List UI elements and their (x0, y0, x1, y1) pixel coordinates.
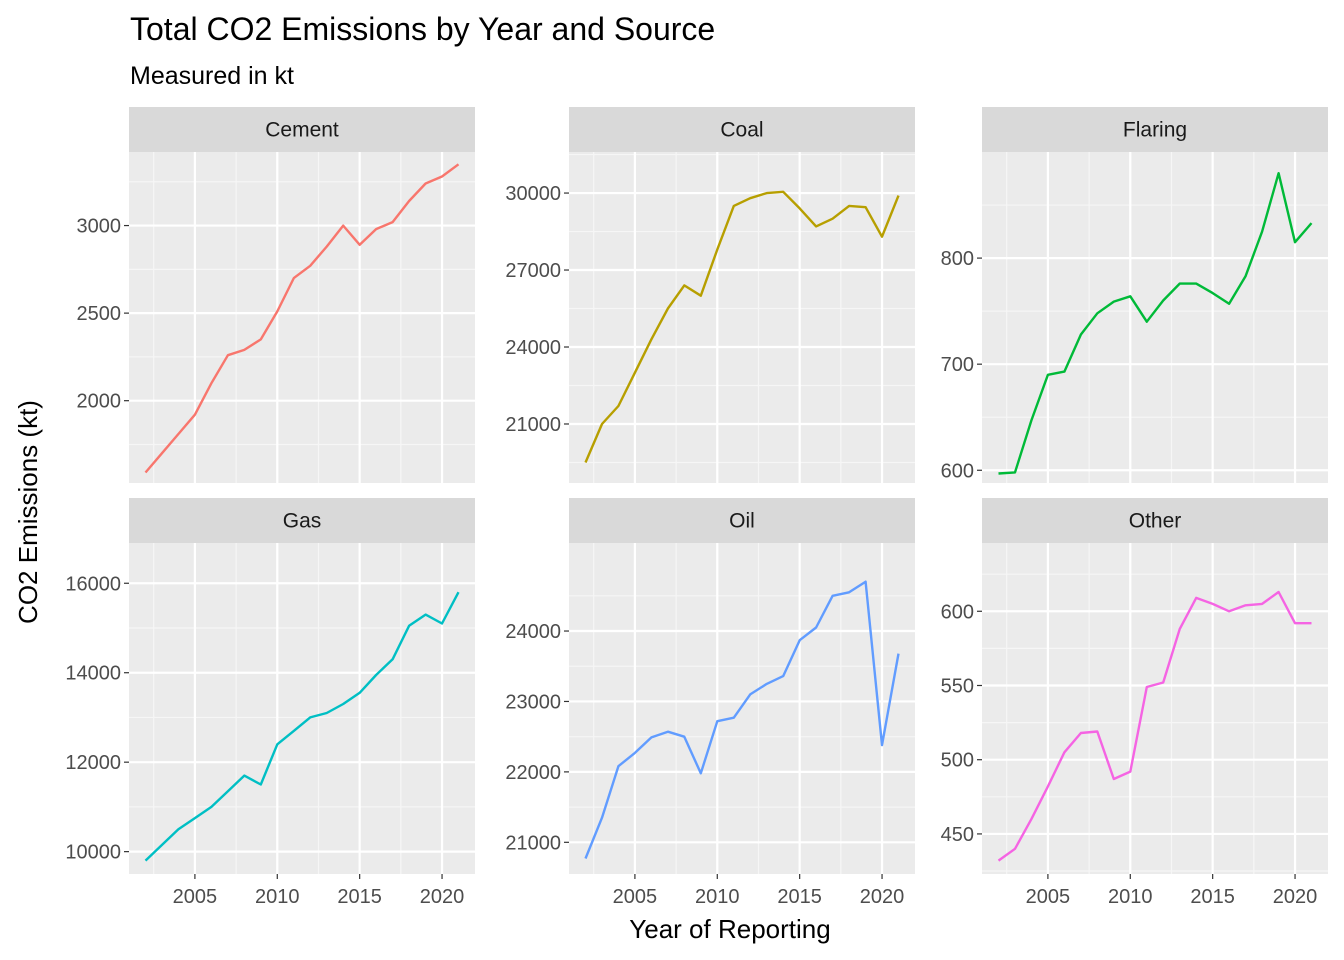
facet-strip-label: Coal (720, 119, 763, 142)
series-line-gas (144, 591, 460, 862)
x-tick-label: 2015 (777, 886, 822, 908)
panel-background (982, 152, 1328, 483)
x-tick-label: 2005 (1026, 886, 1071, 908)
facet-other: Other 450 500 550 600 2005 2010 2015 2020 (941, 498, 1328, 908)
x-tick-label: 2010 (695, 886, 740, 908)
y-axis-title: CO2 Emissions (kt) (13, 400, 43, 624)
y-tick-label: 800 (941, 248, 974, 270)
facet-cement: Cement 2000 2500 3000 (77, 107, 475, 483)
panel-background (129, 152, 475, 483)
chart-subtitle: Measured in kt (130, 62, 294, 90)
x-tick-label: 2015 (1190, 886, 1235, 908)
y-tick-label: 600 (941, 460, 974, 482)
y-tick-label: 600 (941, 601, 974, 623)
facet-strip (569, 107, 915, 152)
panel-background (569, 543, 915, 874)
facet-strip-label: Cement (265, 119, 339, 142)
y-tick-label: 2500 (77, 303, 122, 325)
facet-strip (982, 107, 1328, 152)
y-tick-label: 450 (941, 824, 974, 846)
x-axis-title: Year of Reporting (629, 914, 830, 944)
series-line-oil (584, 580, 900, 859)
y-tick-label: 2000 (77, 391, 122, 413)
y-tick-label: 21000 (505, 414, 561, 436)
y-tick-label: 27000 (505, 260, 561, 282)
facet-oil: Oil 21000 22000 23000 24000 2005 2010 2015 2020 (505, 498, 915, 908)
x-tick-label: 2015 (337, 886, 382, 908)
y-tick-label: 24000 (505, 337, 561, 359)
y-tick-label: 16000 (65, 573, 121, 595)
y-tick-label: 22000 (505, 762, 561, 784)
y-tick-label: 700 (941, 354, 974, 376)
x-tick-label: 2010 (255, 886, 300, 908)
y-tick-label: 500 (941, 750, 974, 772)
series-line-coal (584, 190, 900, 463)
y-tick-label: 24000 (505, 621, 561, 643)
facet-strip (569, 498, 915, 543)
y-tick-label: 21000 (505, 832, 561, 854)
x-tick-label: 2020 (860, 886, 905, 908)
y-tick-label: 3000 (77, 216, 122, 238)
facet-strip-label: Other (1129, 510, 1182, 533)
y-tick-label: 23000 (505, 691, 561, 713)
facet-strip (129, 498, 475, 543)
facet-strip-label: Flaring (1123, 119, 1187, 142)
panel-background (129, 543, 475, 874)
series-line-cement (144, 163, 460, 474)
x-tick-label: 2010 (1108, 886, 1153, 908)
facet-strip (982, 498, 1328, 543)
y-tick-label: 14000 (65, 663, 121, 685)
x-tick-label: 2020 (420, 886, 465, 908)
facet-gas: Gas 10000 12000 14000 16000 2005 2010 2015 2020 (65, 498, 475, 908)
y-tick-label: 30000 (505, 183, 561, 205)
series-line-other (997, 590, 1312, 862)
x-tick-label: 2005 (173, 886, 218, 908)
facet-flaring: Flaring 600 700 800 (941, 107, 1328, 483)
chart-title: Total CO2 Emissions by Year and Source (130, 11, 715, 47)
facet-strip-label: Oil (729, 510, 755, 533)
facet-strip-label: Gas (283, 510, 322, 533)
x-tick-label: 2020 (1273, 886, 1318, 908)
facet-strip (129, 107, 475, 152)
y-tick-label: 12000 (65, 752, 121, 774)
y-tick-label: 10000 (65, 842, 121, 864)
series-line-flaring (998, 171, 1313, 475)
facet-panels: Cement 2000 2500 3000 Coal 21000 24000 27000 300… (65, 107, 1328, 908)
facet-coal: Coal 21000 24000 27000 30000 (505, 107, 915, 483)
y-tick-label: 550 (941, 675, 974, 697)
x-tick-label: 2005 (613, 886, 658, 908)
